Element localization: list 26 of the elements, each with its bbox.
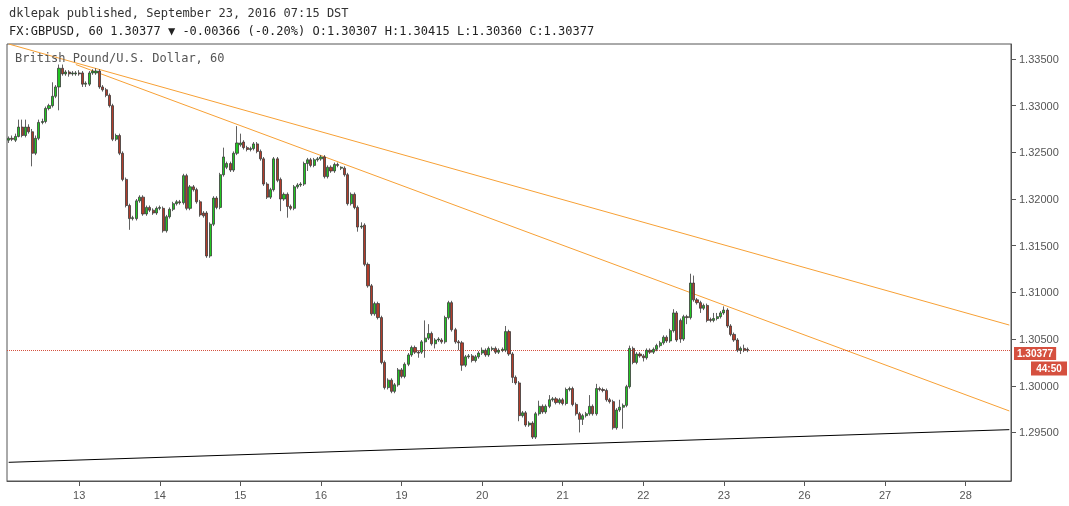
annotation: British Pound/U.S. Dollar, 60 [15, 51, 225, 65]
y-tick-label: 1.33000 [1019, 99, 1059, 112]
x-tick-label: 21 [556, 488, 569, 501]
x-tick-label: 27 [878, 488, 892, 501]
x-tick-label: 19 [395, 488, 408, 501]
chart-subtitle: FX:GBPUSD, 60 1.30377 ▼ -0.00366 (-0.20%) O:1.30307 H:1.30415 L:1.30360 C:1.30377 [9, 24, 595, 38]
x-tick-label: 28 [959, 488, 972, 501]
x-tick-label: 23 [717, 488, 731, 501]
x-tick-label: 16 [314, 488, 328, 501]
x-tick-label: 20 [476, 488, 489, 501]
y-tick-label: 1.31000 [1019, 286, 1059, 299]
x-tick-label: 14 [153, 488, 166, 501]
x-tick-label: 13 [73, 488, 86, 501]
y-tick-label: 1.32000 [1019, 193, 1059, 205]
y-tick-label: 1.29500 [1019, 426, 1059, 439]
ref-line-label: 1.30377 [1017, 348, 1054, 360]
y-tick-label: 1.33500 [1019, 52, 1059, 65]
chart-title: dklepak published, September 23, 2016 07:15 DST [9, 6, 349, 20]
y-tick-label: 1.30000 [1019, 379, 1059, 392]
x-tick-label: 15 [234, 488, 247, 501]
text: 44:50 [1036, 363, 1063, 375]
y-tick-label: 1.31500 [1019, 239, 1059, 252]
x-tick-label: 22 [637, 488, 650, 501]
y-tick-label: 1.30500 [1019, 333, 1059, 346]
y-tick-label: 1.32500 [1019, 146, 1059, 159]
x-tick-label: 26 [798, 488, 811, 501]
